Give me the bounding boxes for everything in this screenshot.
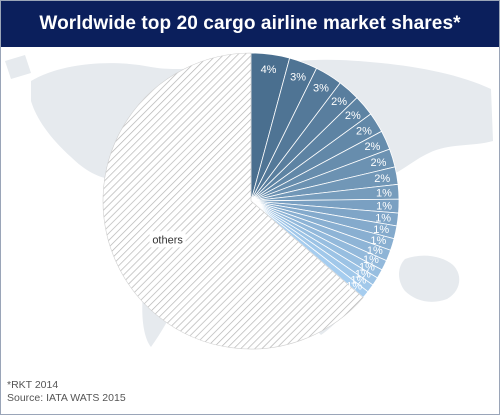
pie-label-12: 1%: [375, 213, 391, 225]
pie-label-17: 1%: [359, 262, 375, 274]
pie-label-20: 1%: [346, 280, 362, 292]
pie-label-others: others: [152, 234, 183, 246]
pie-label-19: 1%: [351, 275, 367, 287]
pie-label-3: 3%: [313, 83, 329, 95]
pie-slice-others: [102, 52, 364, 350]
pie-label-7: 2%: [364, 141, 380, 153]
pie-label-15: 1%: [367, 245, 383, 257]
others-label-box: [149, 231, 186, 248]
pie-label-10: 1%: [376, 188, 392, 200]
footnote-rkt: *RKT 2014: [7, 379, 59, 391]
title-bar: Worldwide top 20 cargo airline market sh…: [1, 1, 499, 47]
pie-label-4: 2%: [331, 96, 347, 108]
footnote: *RKT 2014 Source: IATA WATS 2015: [7, 379, 126, 405]
pie-chart: 4%3%3%2%2%2%2%2%2%1%1%1%1%1%1%1%1%1%1%1%…: [5, 52, 493, 350]
pie-label-1: 4%: [261, 64, 277, 76]
pie-label-2: 3%: [290, 71, 306, 83]
pie-label-8: 2%: [370, 157, 386, 169]
pie-label-5: 2%: [345, 110, 361, 122]
pie-label-13: 1%: [373, 224, 389, 236]
chart-title: Worldwide top 20 cargo airline market sh…: [39, 13, 461, 34]
pie-label-14: 1%: [370, 235, 386, 247]
pie-label-9: 2%: [374, 173, 390, 185]
pie-label-11: 1%: [376, 201, 392, 213]
pie-slices: [102, 52, 400, 350]
pie-label-18: 1%: [355, 268, 371, 280]
pie-labels: 4%3%3%2%2%2%2%2%2%1%1%1%1%1%1%1%1%1%1%1%…: [149, 64, 392, 292]
pie-label-16: 1%: [363, 254, 379, 266]
footnote-source: Source: IATA WATS 2015: [7, 392, 126, 404]
pie-label-6: 2%: [356, 125, 372, 137]
